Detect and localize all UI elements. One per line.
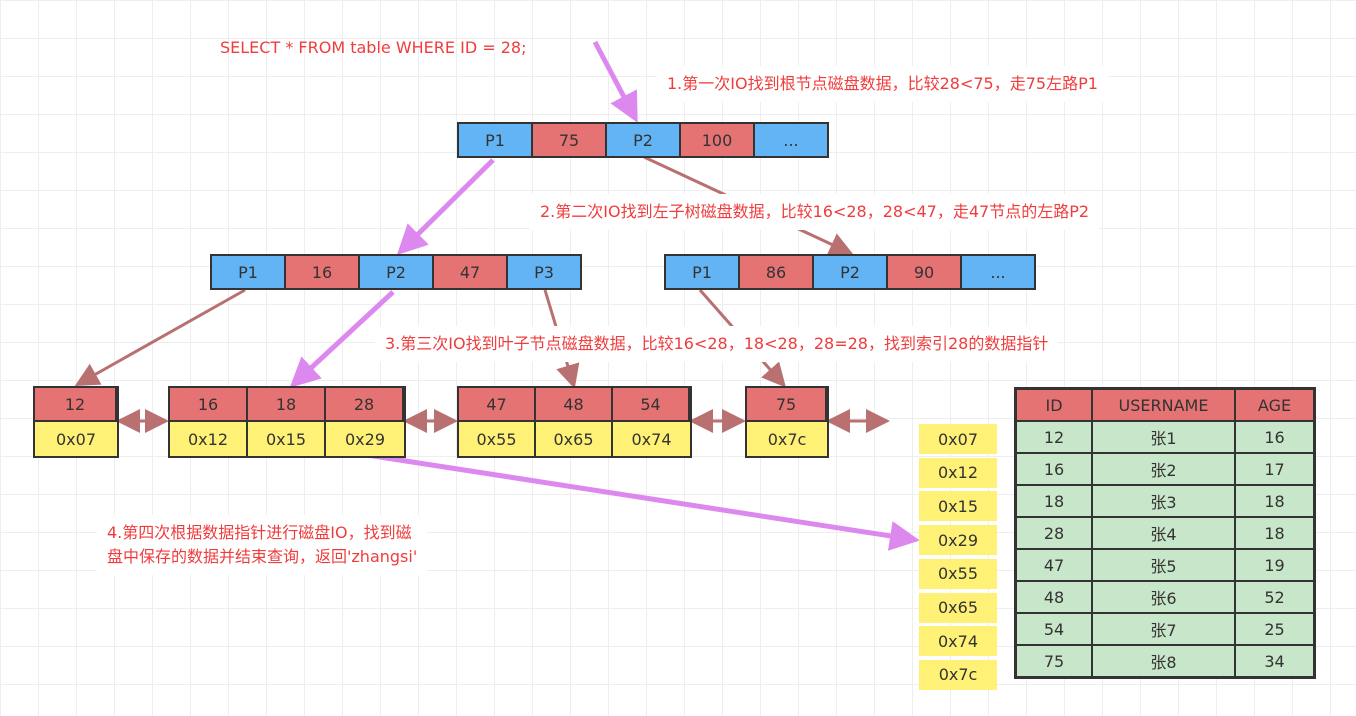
pointer-cell: ... — [755, 124, 827, 156]
address-cell: 0x65 — [536, 422, 613, 456]
pointer-cell: P2 — [607, 124, 681, 156]
column-header: ID — [1014, 387, 1093, 422]
table-cell: 75 — [1014, 644, 1093, 679]
table-cell: 张2 — [1091, 452, 1236, 486]
address-cell: 0x29 — [326, 422, 404, 456]
table-row: 54 张7 25 — [1014, 612, 1316, 646]
key-cell: 100 — [681, 124, 755, 156]
key-cell: 90 — [888, 256, 962, 288]
table-row: 48 张6 52 — [1014, 580, 1316, 614]
table-cell: 18 — [1234, 516, 1316, 550]
column-header: USERNAME — [1091, 387, 1236, 422]
table-cell: 张3 — [1091, 484, 1236, 518]
step-1-label: 1.第一次IO找到根节点磁盘数据，比较28<75，走75左路P1 — [657, 66, 1108, 102]
key-cell: 47 — [459, 388, 536, 422]
address-cell: 0x12 — [170, 422, 248, 456]
table-cell: 张1 — [1091, 420, 1236, 454]
address-label: 0x65 — [919, 592, 997, 623]
table-cell: 17 — [1234, 452, 1316, 486]
table-cell: 16 — [1234, 420, 1316, 454]
table-cell: 张5 — [1091, 548, 1236, 582]
address-cell: 0x55 — [459, 422, 536, 456]
table-cell: 19 — [1234, 548, 1316, 582]
leaf-node: 47 48 54 0x55 0x65 0x74 — [457, 386, 692, 458]
table-row: 16 张2 17 — [1014, 452, 1316, 486]
key-cell: 48 — [536, 388, 613, 422]
step-3-label: 3.第三次IO找到叶子节点磁盘数据，比较16<28，18<28，28=28，找到… — [375, 326, 1059, 362]
address-label: 0x29 — [919, 525, 997, 556]
table-cell: 47 — [1014, 548, 1093, 582]
address-cell: 0x7c — [747, 422, 827, 456]
table-cell: 25 — [1234, 612, 1316, 646]
table-cell: 张8 — [1091, 644, 1236, 679]
address-label: 0x12 — [919, 457, 997, 488]
pointer-cell: P2 — [360, 256, 434, 288]
pointer-cell: P3 — [508, 256, 580, 288]
table-cell: 54 — [1014, 612, 1093, 646]
pointer-cell: P1 — [212, 256, 286, 288]
address-cell: 0x07 — [35, 422, 117, 456]
link-arrow — [74, 288, 246, 386]
table-cell: 18 — [1234, 484, 1316, 518]
table-cell: 48 — [1014, 580, 1093, 614]
pointer-cell: ... — [962, 256, 1034, 288]
key-cell: 75 — [747, 388, 827, 422]
table-cell: 张6 — [1091, 580, 1236, 614]
right-child-node: P1 86 P2 90... — [664, 254, 1036, 290]
table-cell: 52 — [1234, 580, 1316, 614]
data-table: ID USERNAME AGE 12 张1 16 16 张2 17 18 张3 18 28 张4 18 47… — [1014, 387, 1316, 679]
leaf-node: 75 0x7c — [745, 386, 829, 458]
search-arrow — [366, 452, 920, 551]
key-cell: 12 — [35, 388, 117, 422]
left-child-node: P1 16 P2 47 P3 — [210, 254, 582, 290]
table-cell: 34 — [1234, 644, 1316, 679]
search-arrow — [396, 158, 495, 256]
leaf-node: 12 0x07 — [33, 386, 119, 458]
table-row: 12 张1 16 — [1014, 420, 1316, 454]
key-cell: 47 — [434, 256, 508, 288]
address-label: 0x55 — [919, 558, 997, 589]
address-cell: 0x15 — [248, 422, 326, 456]
pointer-cell: P1 — [666, 256, 740, 288]
table-cell: 16 — [1014, 452, 1093, 486]
table-row: 18 张3 18 — [1014, 484, 1316, 518]
table-cell: 18 — [1014, 484, 1093, 518]
table-cell: 张7 — [1091, 612, 1236, 646]
key-cell: 16 — [286, 256, 360, 288]
table-row: 28 张4 18 — [1014, 516, 1316, 550]
table-cell: 12 — [1014, 420, 1093, 454]
key-cell: 18 — [248, 388, 326, 422]
key-cell: 16 — [170, 388, 248, 422]
table-cell: 张4 — [1091, 516, 1236, 550]
leaf-node: 16 18 28 0x12 0x15 0x29 — [168, 386, 406, 458]
table-row: 47 张5 19 — [1014, 548, 1316, 582]
pointer-cell: P1 — [459, 124, 533, 156]
step-2-label: 2.第二次IO找到左子树磁盘数据，比较16<28，28<47，走47节点的左路P… — [530, 194, 1100, 230]
column-header: AGE — [1234, 387, 1316, 422]
key-cell: 28 — [326, 388, 404, 422]
address-cell: 0x74 — [613, 422, 690, 456]
address-label: 0x07 — [919, 424, 997, 454]
search-arrow — [592, 40, 638, 123]
query-label: SELECT * FROM table WHERE ID = 28; — [220, 38, 527, 57]
key-cell: 86 — [740, 256, 814, 288]
key-cell: 75 — [533, 124, 607, 156]
pointer-cell: P2 — [814, 256, 888, 288]
address-label: 0x7c — [919, 659, 997, 690]
root-node: P1 75 P2 100... — [457, 122, 829, 158]
table-row: 75 张8 34 — [1014, 644, 1316, 679]
table-cell: 28 — [1014, 516, 1093, 550]
step-4-label: 4.第四次根据数据指针进行磁盘IO，找到磁 盘中保存的数据并结束查询，返回'zha… — [97, 515, 428, 575]
address-label: 0x74 — [919, 626, 997, 657]
address-label: 0x15 — [919, 491, 997, 522]
search-arrow — [289, 290, 395, 388]
key-cell: 54 — [613, 388, 690, 422]
